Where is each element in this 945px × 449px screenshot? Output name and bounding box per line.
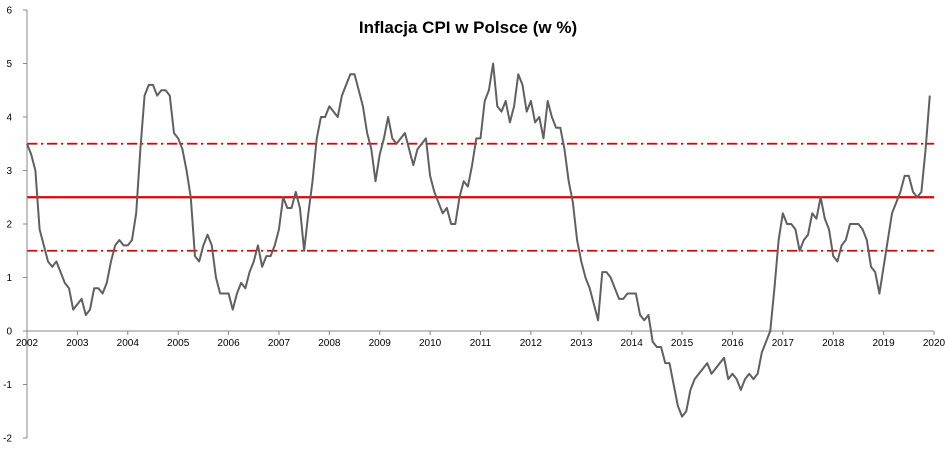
x-tick-label: 2006: [217, 338, 240, 349]
y-axis-ticks: -2 -1 0 1 2 3 4 5 6: [3, 6, 27, 445]
cpi-series-line: [26, 62, 931, 418]
y-tick-label: 5: [6, 59, 12, 70]
x-tick-label: 2002: [16, 338, 39, 349]
series-layer: [26, 62, 931, 418]
x-tick-label: 2011: [470, 338, 492, 349]
y-tick-label: 6: [6, 6, 12, 17]
x-tick-label: 2008: [318, 338, 341, 349]
x-tick-label: 2012: [520, 338, 543, 349]
chart-title: Inflacja CPI w Polsce (w %): [359, 18, 577, 37]
x-tick-label: 2004: [117, 338, 140, 349]
x-tick-label: 2020: [923, 338, 945, 349]
x-tick-label: 2010: [419, 338, 442, 349]
x-tick-label: 2003: [66, 338, 89, 349]
x-tick-label: 2005: [167, 338, 190, 349]
y-tick-label: -2: [3, 434, 12, 445]
x-tick-label: 2016: [721, 338, 744, 349]
x-tick-label: 2017: [772, 338, 795, 349]
x-tick-label: 2014: [621, 338, 644, 349]
x-tick-label: 2019: [872, 338, 895, 349]
x-tick-label: 2013: [570, 338, 593, 349]
axes: [26, 10, 934, 438]
y-tick-label: 2: [6, 220, 12, 231]
x-axis-ticks: 2002 2003 2004 2005 2006 2007 2008 2009 2010 2011…: [16, 331, 945, 349]
y-tick-label: -1: [3, 380, 12, 391]
y-tick-label: 0: [6, 327, 12, 338]
x-tick-label: 2009: [369, 338, 392, 349]
x-tick-label: 2018: [822, 338, 845, 349]
y-tick-label: 3: [6, 166, 12, 177]
reference-lines: [27, 142, 934, 252]
y-tick-label: 1: [6, 273, 12, 284]
y-tick-label: 4: [6, 113, 12, 124]
x-tick-label: 2007: [268, 338, 291, 349]
x-tick-label: 2015: [671, 338, 694, 349]
